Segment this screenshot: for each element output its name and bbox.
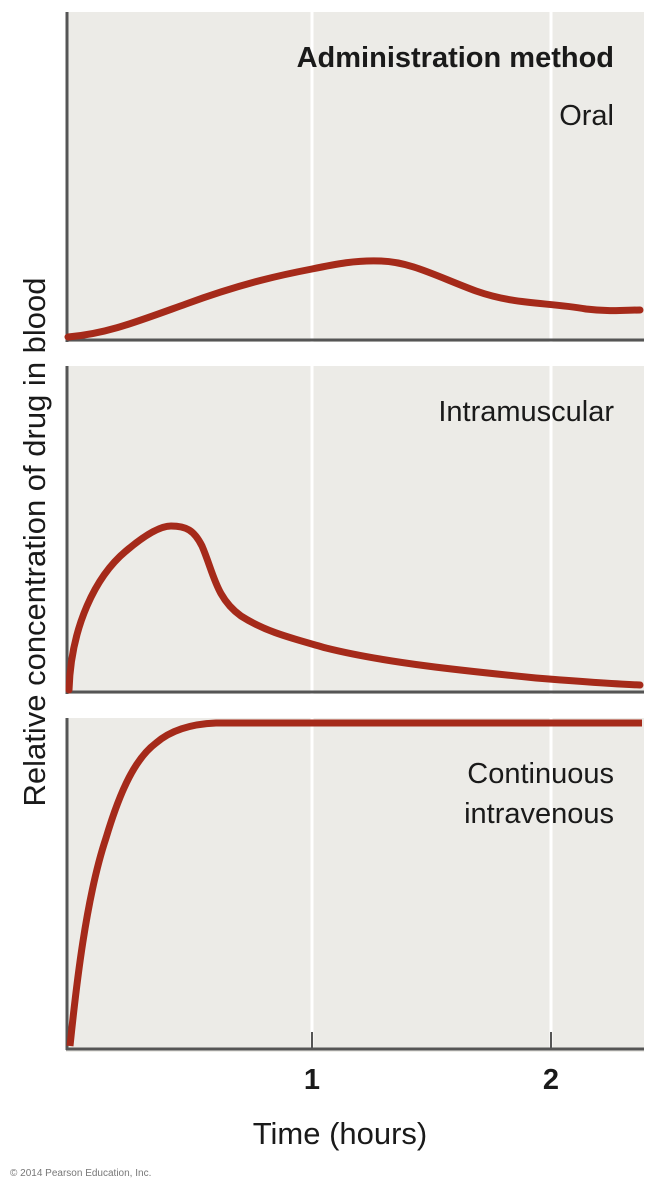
x-tick-1: 1 (303, 1064, 321, 1096)
panel-continuous-intravenous: Continuous intravenous (65, 718, 644, 1052)
panel-intramuscular: Intramuscular (65, 366, 644, 694)
x-tick-2: 2 (542, 1064, 560, 1096)
x-axis-label: Time (hours) (252, 1116, 428, 1151)
panel-label-oral: Oral (559, 100, 614, 132)
panel-label-line2: intravenous (464, 798, 614, 830)
continuous-iv-curve (66, 719, 642, 1047)
panel-label-intramuscular: Intramuscular (438, 396, 614, 428)
continuous-iv-curve-plot (65, 718, 644, 1051)
y-axis-label: Relative concentration of drug in blood (17, 277, 52, 807)
chart-title: Administration method (296, 42, 614, 74)
panel-oral: Administration method Oral (64, 12, 644, 342)
panel-label-continuous-iv: Continuous intravenous (464, 754, 614, 834)
panel-label-line1: Continuous (467, 758, 614, 790)
copyright-credit: © 2014 Pearson Education, Inc. (10, 1168, 152, 1179)
intramuscular-curve-plot (65, 366, 644, 694)
intramuscular-curve (65, 522, 644, 694)
oral-curve-plot (64, 12, 644, 342)
oral-curve (64, 257, 644, 341)
